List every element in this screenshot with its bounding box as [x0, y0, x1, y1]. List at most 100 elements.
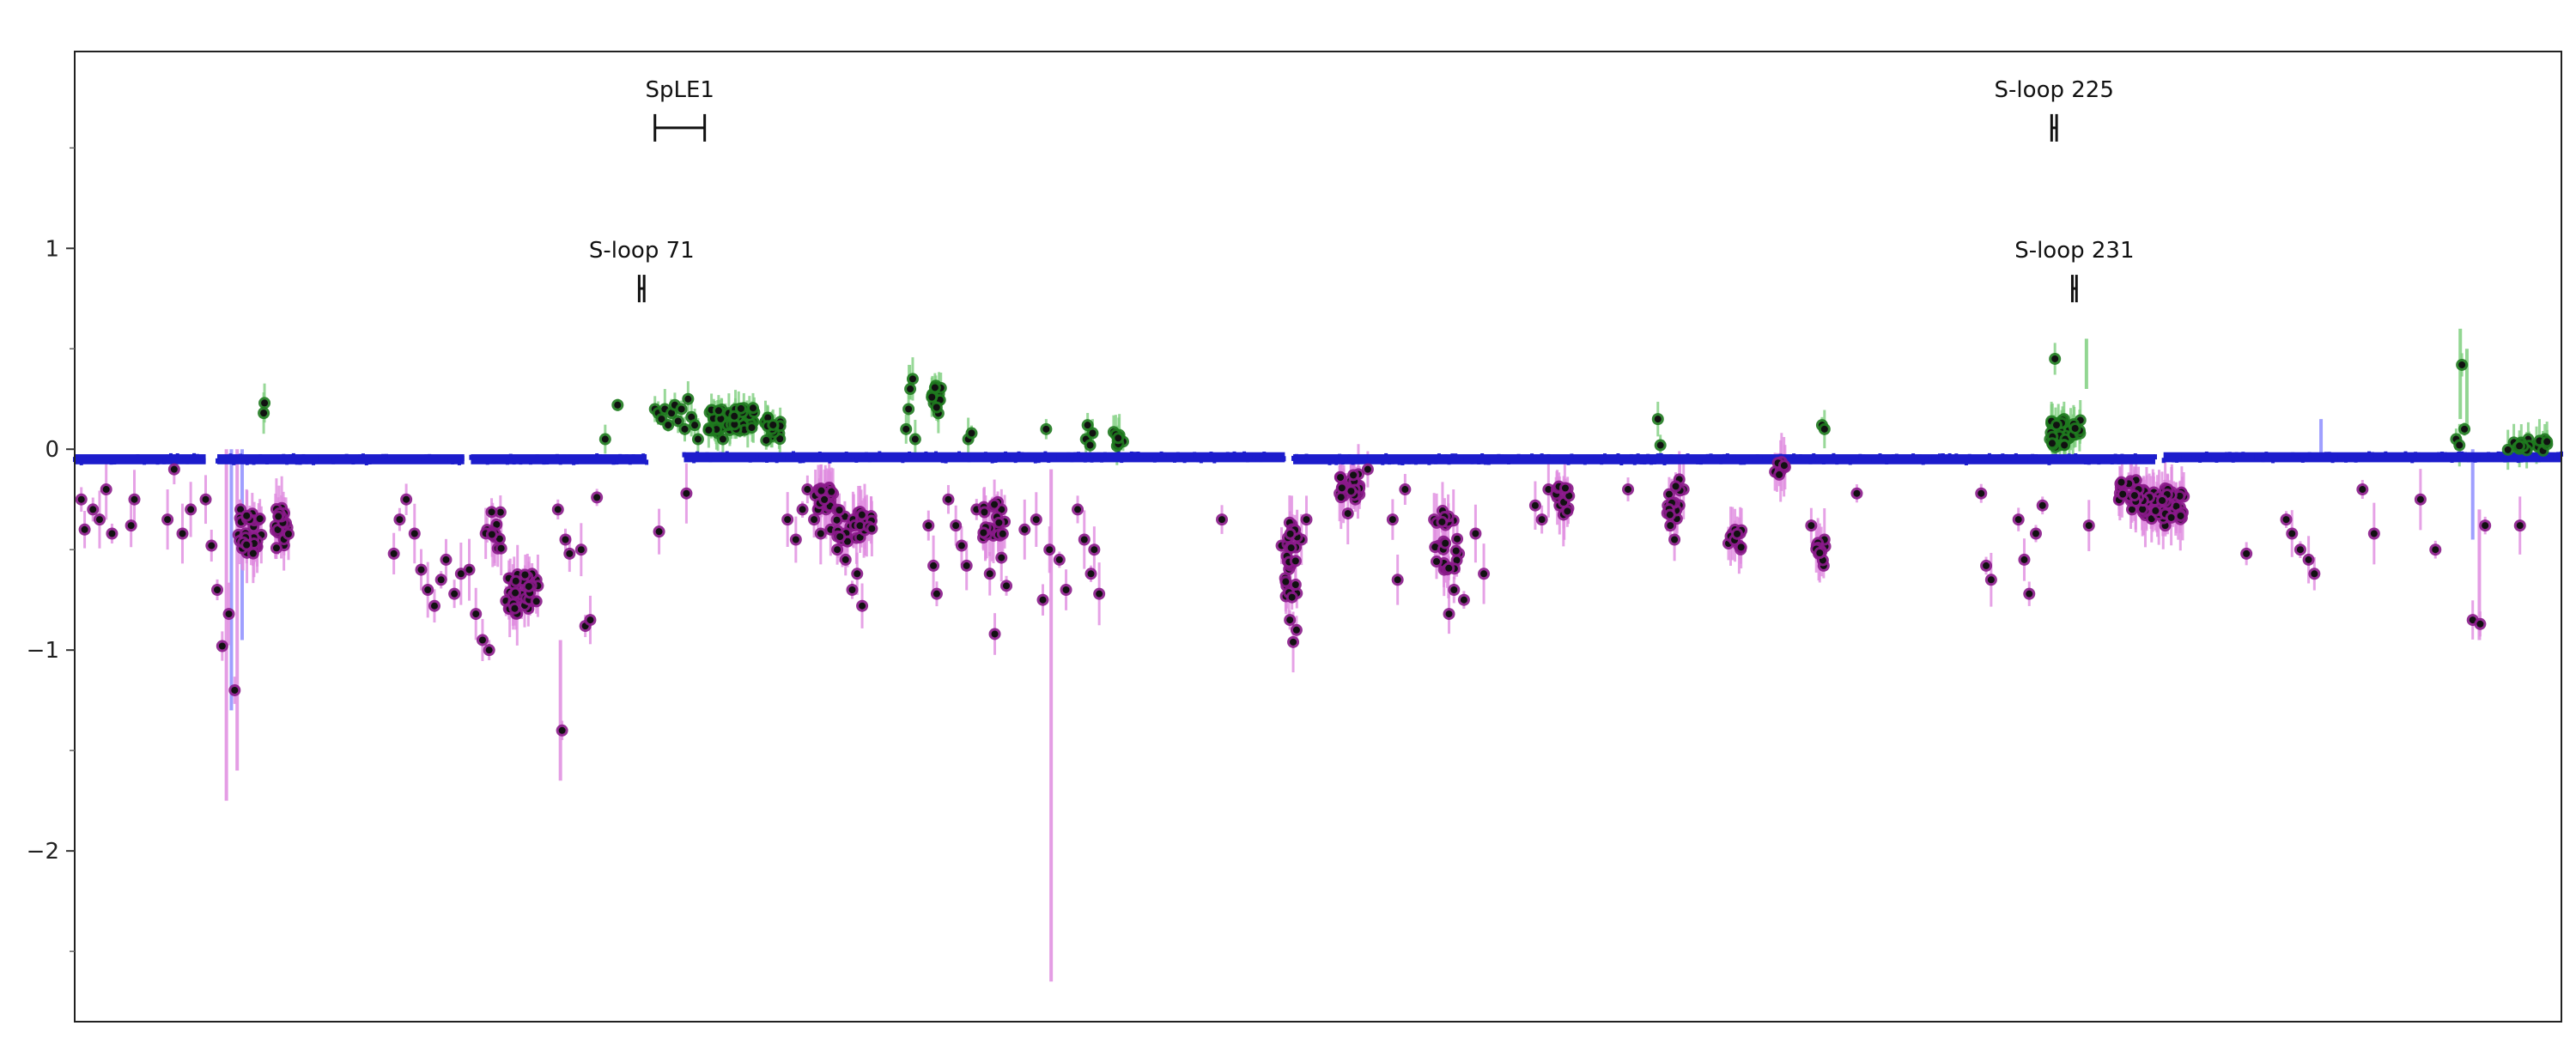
- baseline-marker: [182, 456, 186, 462]
- baseline-marker: [1182, 458, 1187, 464]
- baseline-marker: [2307, 452, 2312, 458]
- baseline-marker: [1765, 454, 1770, 460]
- baseline-marker: [841, 452, 845, 458]
- baseline-marker: [301, 453, 306, 459]
- baseline-marker: [2057, 457, 2062, 463]
- baseline-marker: [1179, 453, 1183, 459]
- baseline-marker: [515, 458, 519, 464]
- baseline-marker: [2533, 456, 2537, 462]
- baseline-marker: [1344, 457, 1348, 463]
- data-point: [957, 542, 965, 549]
- data-point: [1303, 516, 1310, 524]
- baseline-marker: [1755, 454, 1759, 460]
- data-point: [1003, 582, 1011, 590]
- baseline-marker: [2172, 457, 2176, 463]
- baseline-marker: [1163, 452, 1167, 458]
- baseline-band: [683, 452, 1285, 463]
- baseline-marker: [2403, 451, 2408, 457]
- baseline-marker: [1294, 453, 1298, 459]
- baseline-marker: [2161, 458, 2166, 464]
- baseline-marker: [1828, 456, 1832, 462]
- baseline-marker: [2238, 452, 2242, 458]
- baseline-marker: [2530, 455, 2534, 461]
- baseline-marker: [1249, 453, 1253, 459]
- baseline-marker: [1748, 456, 1753, 462]
- baseline-marker: [106, 456, 110, 462]
- data-point: [2085, 522, 2093, 530]
- baseline-marker: [2268, 453, 2272, 459]
- baseline-marker: [2251, 454, 2255, 460]
- baseline-marker: [1716, 455, 1720, 461]
- baseline-marker: [1073, 452, 1078, 458]
- baseline-marker: [331, 458, 336, 464]
- baseline-marker: [1719, 458, 1723, 464]
- baseline-marker: [545, 459, 550, 465]
- baseline-marker: [2208, 457, 2212, 463]
- baseline-marker: [1848, 459, 1852, 465]
- data-point: [577, 546, 585, 554]
- baseline-marker: [758, 452, 762, 458]
- baseline-marker: [305, 458, 309, 464]
- baseline-marker: [255, 457, 259, 463]
- baseline-marker: [2024, 458, 2028, 464]
- baseline-marker: [505, 459, 509, 465]
- baseline-marker: [1304, 453, 1309, 459]
- data-point: [1978, 489, 1985, 497]
- data-point: [179, 530, 186, 537]
- baseline-marker: [1431, 456, 1435, 462]
- data-point: [764, 414, 772, 422]
- data-point: [1347, 488, 1355, 495]
- baseline-marker: [1252, 456, 1256, 462]
- data-point: [731, 421, 738, 428]
- data-point: [1454, 535, 1461, 543]
- baseline-marker: [927, 452, 932, 458]
- baseline-marker: [1417, 458, 1421, 464]
- baseline-marker: [1297, 458, 1302, 464]
- data-point: [737, 404, 744, 412]
- baseline-marker: [1844, 455, 1849, 461]
- data-point: [1561, 484, 1569, 492]
- baseline-marker: [1851, 455, 1856, 461]
- data-point: [562, 536, 569, 543]
- baseline-marker: [844, 452, 848, 458]
- data-point: [2516, 522, 2524, 530]
- baseline-marker: [2553, 456, 2557, 462]
- baseline-marker: [611, 459, 616, 465]
- baseline-marker: [708, 457, 713, 463]
- data-point: [164, 516, 172, 524]
- baseline-marker: [476, 454, 480, 460]
- baseline-marker: [963, 453, 968, 459]
- baseline-marker: [861, 455, 866, 461]
- baseline-marker: [1040, 452, 1044, 458]
- baseline-marker: [1669, 454, 1674, 460]
- data-point: [1671, 536, 1679, 543]
- baseline-marker: [179, 458, 183, 464]
- baseline-marker: [1894, 453, 1899, 459]
- data-point: [804, 486, 811, 494]
- data-point: [748, 424, 756, 432]
- data-point: [1442, 539, 1449, 547]
- baseline-marker: [512, 459, 516, 465]
- data-point: [1853, 489, 1861, 497]
- data-point: [525, 583, 532, 591]
- baseline-marker: [1639, 458, 1643, 464]
- data-point: [485, 646, 493, 654]
- baseline-marker: [1632, 459, 1637, 465]
- data-point: [2516, 442, 2524, 450]
- baseline-marker: [977, 456, 981, 462]
- data-point: [2158, 496, 2166, 504]
- baseline-marker: [1206, 452, 1210, 458]
- baseline-marker: [1500, 454, 1504, 460]
- data-point: [2148, 515, 2155, 523]
- data-point: [683, 489, 690, 497]
- baseline-marker: [1646, 453, 1650, 459]
- data-point: [1337, 494, 1345, 501]
- data-point: [817, 530, 824, 537]
- baseline-marker: [635, 458, 639, 464]
- data-point: [2469, 616, 2476, 624]
- baseline-marker: [2204, 451, 2208, 457]
- baseline-marker: [2453, 452, 2458, 458]
- baseline-marker: [1229, 455, 1233, 461]
- baseline-marker: [595, 452, 599, 458]
- data-point: [2305, 555, 2312, 563]
